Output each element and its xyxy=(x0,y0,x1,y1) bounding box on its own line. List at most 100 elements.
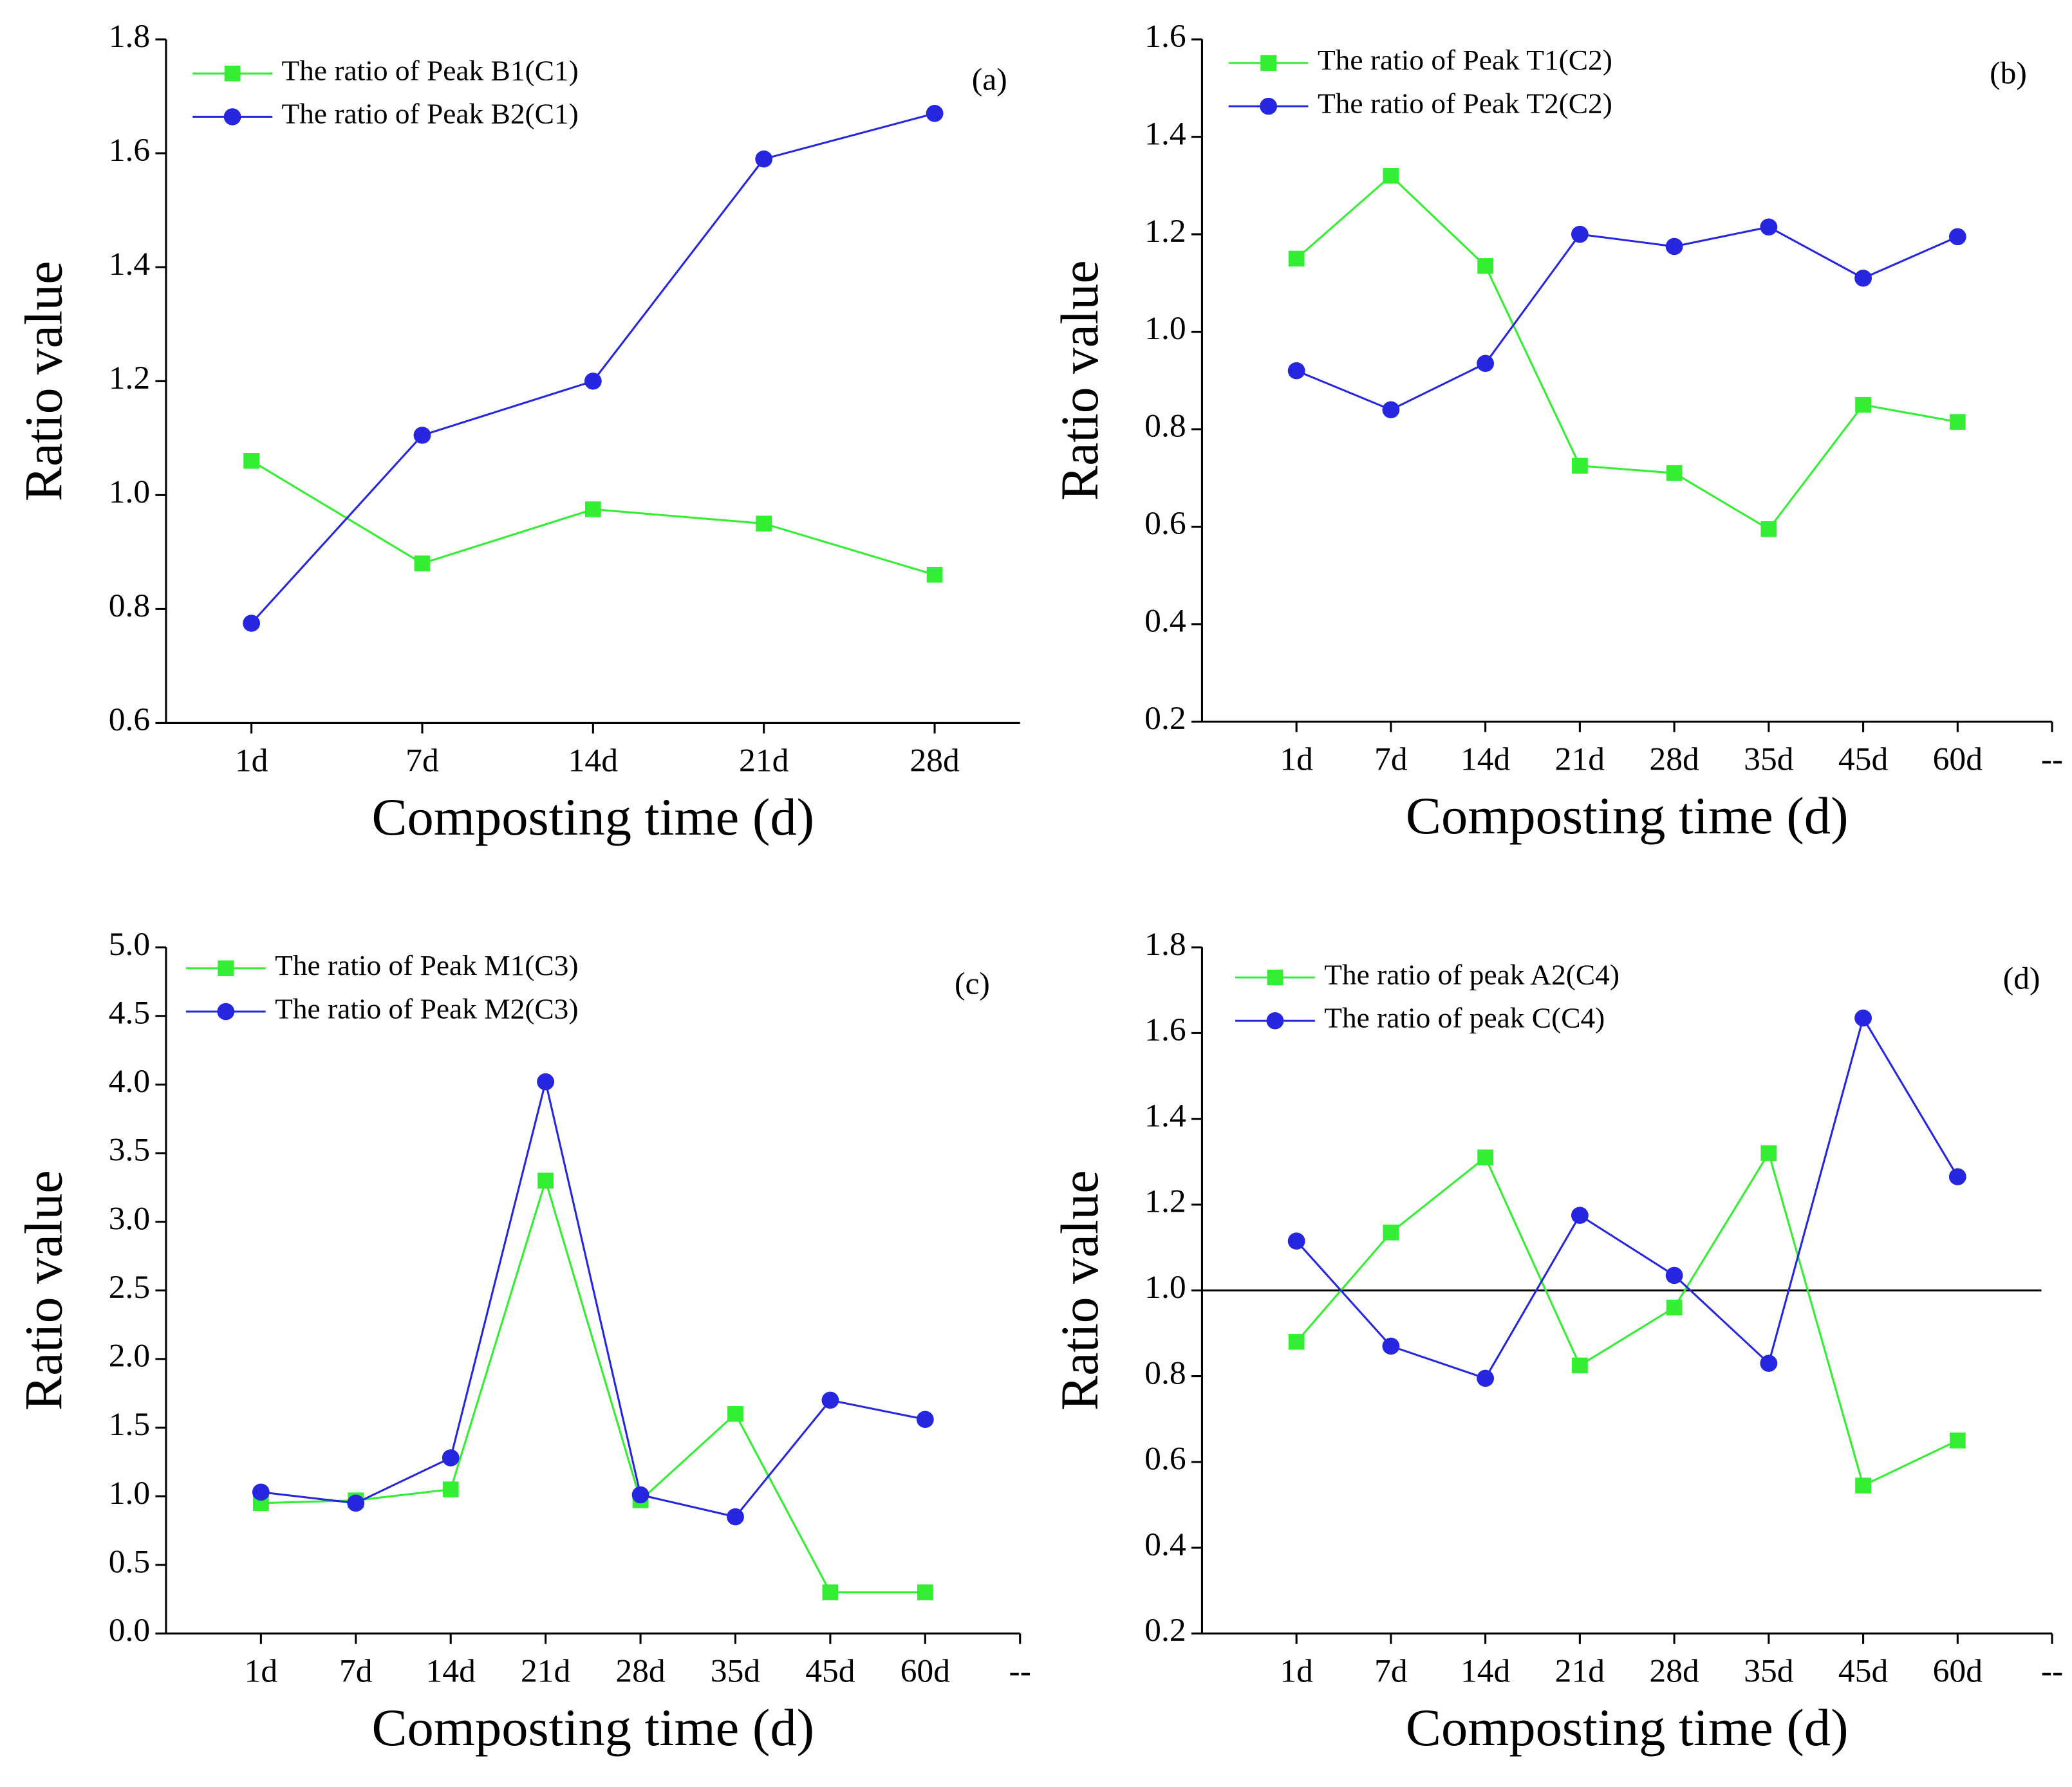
x-tick-label: 21d xyxy=(739,743,789,779)
y-tick-label: 1.6 xyxy=(1144,18,1186,55)
data-point xyxy=(584,501,601,517)
x-tick-label: 1d xyxy=(1280,1653,1313,1690)
y-tick-label: 0.8 xyxy=(109,588,150,624)
y-tick-label: 1.2 xyxy=(109,360,150,396)
data-point xyxy=(1949,1432,1966,1449)
legend-label: The ratio of peak A2(C4) xyxy=(1324,959,1619,991)
series-line xyxy=(261,1177,926,1593)
data-point xyxy=(631,1486,649,1504)
x-tick-label: 35d xyxy=(1744,741,1793,778)
legend-marker xyxy=(224,65,241,82)
legend-marker xyxy=(223,108,241,125)
x-tick-label: 28d xyxy=(1649,741,1699,778)
data-point xyxy=(1477,355,1495,373)
data-point xyxy=(252,1483,270,1501)
data-point xyxy=(916,1411,934,1428)
legend-label: The ratio of peak C(C4) xyxy=(1324,1002,1605,1034)
data-point xyxy=(1287,1232,1305,1250)
x-tick-label: 1d xyxy=(245,1653,278,1690)
data-point xyxy=(1665,1266,1683,1284)
data-point xyxy=(1477,258,1494,274)
panel: 0.2 0.4 0.6 0.8 1.0 1.2 1.4 1.6 1d 7d 14d 21d 28d 35d… xyxy=(1050,18,2063,845)
panel-label: (d) xyxy=(2003,961,2040,996)
x-tick-label: -- xyxy=(2041,1653,2063,1690)
legend-marker xyxy=(1266,1012,1284,1030)
data-point xyxy=(926,567,943,583)
x-axis-title: Composting time (d) xyxy=(1406,1699,1849,1757)
panel-label: (c) xyxy=(955,966,990,1001)
legend-marker xyxy=(1267,969,1283,986)
data-point xyxy=(1949,414,1966,430)
x-tick-label: 14d xyxy=(426,1653,476,1690)
legend-label: The ratio of Peak M2(C3) xyxy=(275,993,578,1025)
legend-label: The ratio of Peak B1(C1) xyxy=(281,55,578,87)
data-point xyxy=(243,453,259,469)
legend-marker xyxy=(217,1003,235,1021)
data-point xyxy=(1382,1337,1400,1355)
y-tick-label: 0.0 xyxy=(109,1612,150,1649)
data-point xyxy=(347,1494,365,1512)
data-point xyxy=(537,1073,555,1091)
data-point xyxy=(756,515,772,532)
data-point xyxy=(584,373,602,390)
data-point xyxy=(1760,521,1777,537)
x-tick-label: 28d xyxy=(1649,1653,1699,1690)
y-tick-label: 2.5 xyxy=(109,1269,150,1306)
data-point xyxy=(1855,396,1871,413)
series-line xyxy=(261,1081,926,1518)
y-tick-label: 1.0 xyxy=(109,474,150,510)
x-tick-label: 14d xyxy=(568,743,618,779)
data-point xyxy=(926,104,944,122)
y-tick-label: 5.0 xyxy=(109,926,150,963)
x-axis-title: Composting time (d) xyxy=(372,788,815,846)
x-tick-label: 7d xyxy=(339,1653,373,1690)
x-tick-label: 21d xyxy=(521,1653,570,1690)
x-tick-label: 7d xyxy=(1374,1653,1408,1690)
x-axis-title: Composting time (d) xyxy=(372,1699,815,1757)
y-tick-label: 1.8 xyxy=(109,18,150,55)
data-point xyxy=(413,427,431,444)
x-tick-label: 14d xyxy=(1461,1653,1510,1690)
x-tick-label: 7d xyxy=(406,743,439,779)
y-tick-label: 1.2 xyxy=(1144,213,1186,250)
y-tick-label: 1.4 xyxy=(1144,116,1186,153)
data-point xyxy=(1287,362,1305,380)
x-tick-label: 28d xyxy=(615,1653,665,1690)
data-point xyxy=(414,555,431,571)
data-point xyxy=(1571,225,1589,243)
data-point xyxy=(1854,1009,1872,1027)
y-tick-label: 2.0 xyxy=(109,1338,150,1375)
data-point xyxy=(243,615,261,632)
data-point xyxy=(1760,1355,1778,1372)
y-tick-label: 1.6 xyxy=(109,132,150,169)
y-axis-title: Ratio value xyxy=(14,261,73,501)
x-tick-label: 1d xyxy=(235,743,268,779)
y-tick-label: 0.6 xyxy=(109,701,150,738)
y-tick-label: 1.6 xyxy=(1144,1012,1186,1048)
series-line xyxy=(1296,1015,1959,1380)
y-tick-label: 0.8 xyxy=(1144,408,1186,445)
panel: 0.0 0.5 1.0 1.5 2.0 2.5 3.0 3.5 4.0 4.5 5.0 1d 7d 14d… xyxy=(14,926,1031,1757)
legend-marker xyxy=(1260,55,1276,71)
panel: 0.6 0.8 1.0 1.2 1.4 1.6 1.8 1d 7d 14d 21d 28d Compos… xyxy=(14,18,1020,846)
data-point xyxy=(442,1449,460,1467)
y-tick-label: 1.0 xyxy=(1144,1269,1186,1306)
x-tick-label: 60d xyxy=(1933,741,1983,778)
panel: 0.2 0.4 0.6 0.8 1.0 1.2 1.4 1.6 1.8 1d 7d 14d 21d 28d… xyxy=(1050,926,2063,1757)
data-point xyxy=(1288,1334,1305,1350)
data-point xyxy=(1382,401,1400,418)
y-tick-label: 1.4 xyxy=(109,246,150,282)
data-point xyxy=(1477,1149,1494,1165)
x-tick-label: 21d xyxy=(1555,1653,1605,1690)
data-point xyxy=(1571,1357,1588,1374)
x-tick-label: 21d xyxy=(1555,741,1605,778)
y-tick-label: 0.2 xyxy=(1144,1612,1186,1649)
x-tick-label: 14d xyxy=(1461,741,1510,778)
data-point xyxy=(822,1584,839,1600)
legend-label: The ratio of Peak T2(C2) xyxy=(1318,88,1612,120)
data-point xyxy=(1571,458,1588,474)
data-point xyxy=(727,1508,744,1526)
y-axis-title: Ratio value xyxy=(14,1170,73,1411)
x-tick-label: 1d xyxy=(1280,741,1313,778)
